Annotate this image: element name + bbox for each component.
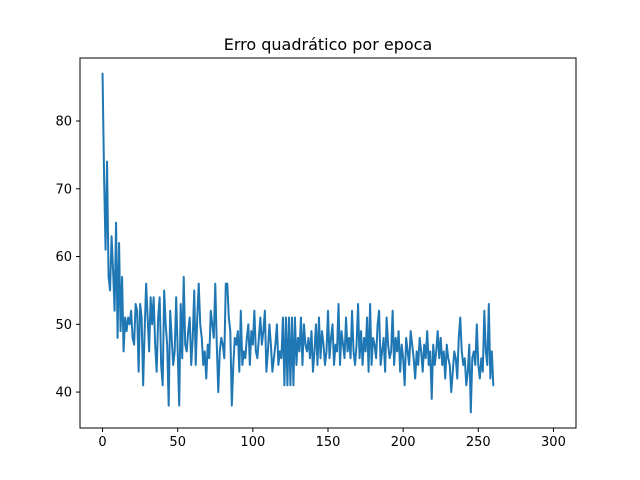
series-line xyxy=(101,72,495,414)
x-tick-label: 150 xyxy=(316,435,341,450)
y-tick-label: 80 xyxy=(55,115,72,130)
y-axis: 40 50 60 70 80 xyxy=(55,115,80,401)
x-tick-label: 250 xyxy=(466,435,491,450)
x-tick-label: 0 xyxy=(98,435,106,450)
x-axis: 0 50 100 150 200 250 300 xyxy=(98,428,566,450)
x-tick-label: 100 xyxy=(240,435,265,450)
x-tick-label: 200 xyxy=(391,435,416,450)
chart-title: Erro quadrático por epoca xyxy=(224,35,433,54)
y-tick-label: 70 xyxy=(55,182,72,197)
x-tick-label: 300 xyxy=(541,435,566,450)
y-tick-label: 50 xyxy=(55,318,72,333)
x-tick-label: 50 xyxy=(169,435,186,450)
y-tick-label: 40 xyxy=(55,386,72,401)
plot-area-frame xyxy=(79,57,577,429)
y-tick-label: 60 xyxy=(55,250,72,265)
